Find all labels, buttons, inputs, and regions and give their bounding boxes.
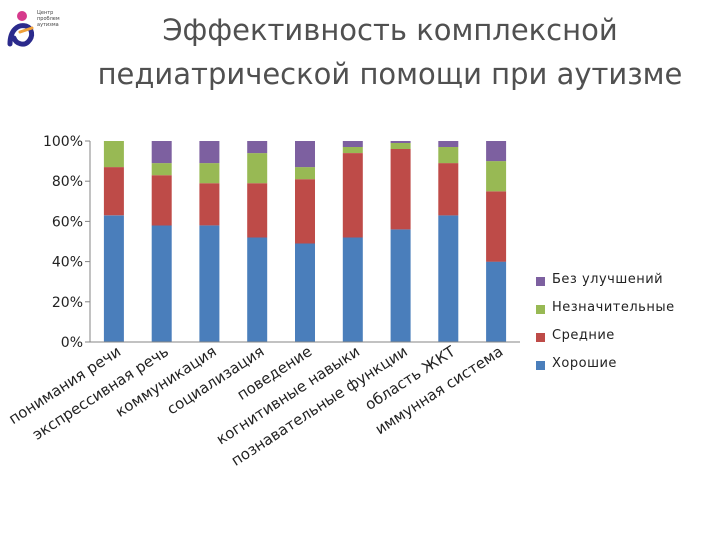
legend-label: Без улучшений bbox=[552, 272, 664, 287]
bar-segment-3-4 bbox=[247, 153, 268, 184]
bar-segment-4-5 bbox=[295, 141, 315, 168]
legend-item: Без улучшений bbox=[536, 272, 716, 300]
bar-segment-3-7 bbox=[390, 143, 411, 149]
bar-segment-4-6 bbox=[342, 141, 363, 147]
bar-segment-1-7 bbox=[390, 229, 411, 342]
bar-segment-4-7 bbox=[390, 141, 411, 143]
bar-segment-4-8 bbox=[438, 141, 459, 147]
bar-segment-2-9 bbox=[486, 191, 507, 262]
y-tick-label: 100% bbox=[43, 134, 83, 150]
bar-segment-1-8 bbox=[438, 215, 459, 342]
bar-segment-1-6 bbox=[342, 237, 363, 342]
legend-swatch bbox=[536, 361, 545, 370]
legend-label: Незначительные bbox=[552, 300, 675, 315]
bar-segment-1-9 bbox=[486, 261, 507, 342]
legend-label: Хорошие bbox=[552, 356, 617, 371]
bar-segment-2-6 bbox=[342, 153, 363, 238]
bar-segment-2-5 bbox=[295, 179, 315, 244]
chart-title-line2: педиатрической помощи при аутизме bbox=[97, 57, 683, 91]
bar-segment-3-3 bbox=[199, 163, 220, 184]
logo: Центр проблем аутизма bbox=[6, 8, 70, 52]
chart-title: Эффективность комплексной педиатрической… bbox=[60, 8, 720, 96]
y-tick-label: 40% bbox=[52, 255, 83, 271]
bar-segment-3-5 bbox=[295, 167, 315, 180]
legend-swatch bbox=[536, 333, 545, 342]
bar-segment-4-3 bbox=[199, 141, 220, 164]
bar-segment-1-2 bbox=[151, 225, 172, 342]
y-tick-label: 80% bbox=[52, 174, 83, 190]
bar-segment-3-8 bbox=[438, 147, 459, 164]
bar-segment-4-9 bbox=[486, 141, 507, 162]
bar-segment-1-4 bbox=[247, 237, 268, 342]
bar-segment-1-1 bbox=[103, 215, 124, 342]
legend-label: Средние bbox=[552, 328, 615, 343]
bars-group bbox=[103, 141, 507, 342]
legend-item: Хорошие bbox=[536, 356, 716, 384]
bar-segment-3-2 bbox=[151, 163, 172, 176]
y-tick-label: 0% bbox=[61, 335, 83, 351]
bar-segment-1-3 bbox=[199, 225, 220, 342]
legend-swatch bbox=[536, 277, 545, 286]
bar-segment-2-4 bbox=[247, 183, 268, 238]
logo-figure-icon bbox=[7, 11, 35, 47]
legend-item: Незначительные bbox=[536, 300, 716, 328]
y-tick-labels: 0% 20% 40% 60% 80% 100% bbox=[43, 134, 83, 351]
bar-segment-2-2 bbox=[151, 175, 172, 226]
axes-group bbox=[85, 140, 520, 343]
bar-segment-2-3 bbox=[199, 183, 220, 226]
bar-segment-4-4 bbox=[247, 141, 268, 154]
y-tick-label: 20% bbox=[52, 295, 83, 311]
legend: Без улучшений Незначительные Средние Хороши… bbox=[536, 272, 716, 384]
bar-segment-1-5 bbox=[295, 243, 315, 342]
bar-segment-3-1 bbox=[103, 141, 124, 168]
bar-segment-2-7 bbox=[390, 149, 411, 230]
logo-text: Центр проблем аутизма bbox=[37, 10, 60, 28]
legend-swatch bbox=[536, 305, 545, 314]
bar-segment-3-9 bbox=[486, 161, 507, 192]
bar-segment-4-2 bbox=[151, 141, 172, 164]
bar-segment-2-1 bbox=[103, 167, 124, 216]
bar-segment-3-6 bbox=[342, 147, 363, 153]
y-tick-label: 60% bbox=[52, 214, 83, 230]
bar-segment-2-8 bbox=[438, 163, 459, 216]
chart-title-line1: Эффективность комплексной bbox=[162, 13, 618, 47]
legend-item: Средние bbox=[536, 328, 716, 356]
